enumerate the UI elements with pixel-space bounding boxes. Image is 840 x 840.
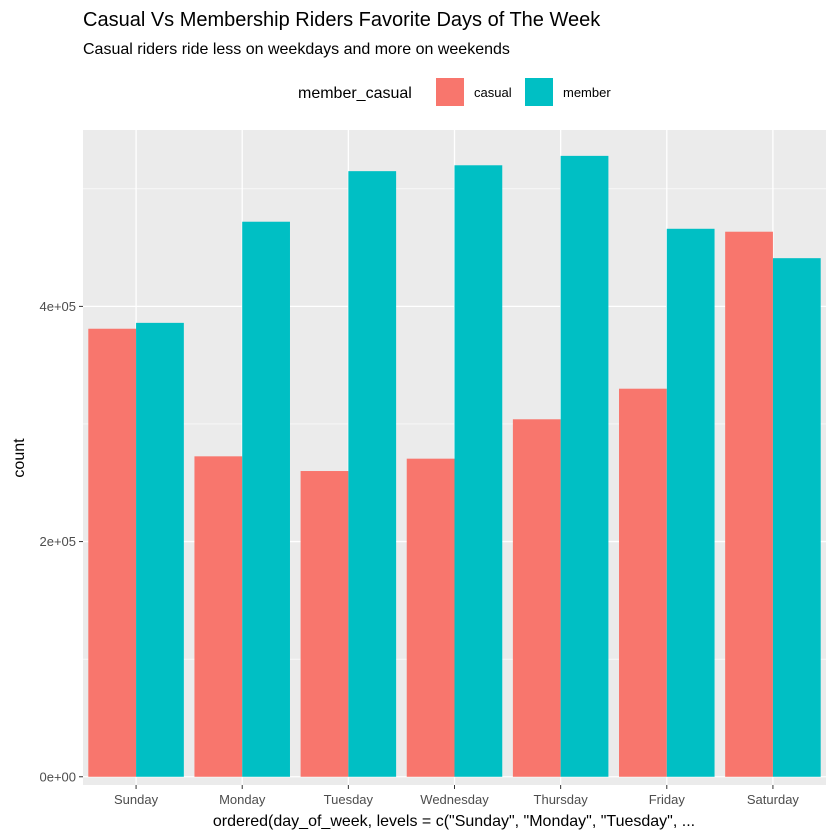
bar-casual-saturday [725,231,773,777]
bar-member-friday [666,228,715,777]
chart-subtitle: Casual riders ride less on weekdays and … [83,41,510,58]
legend-swatch-casual [436,78,464,106]
bar-casual-friday [619,388,667,777]
y-axis: 0e+00 2e+05 4e+05 [39,299,83,784]
bar-member-wednesday [454,165,503,777]
chart-title: Casual Vs Membership Riders Favorite Day… [83,9,601,31]
x-axis: Sunday Monday Tuesday Wednesday Thursday Frid… [114,785,799,807]
bar-member-monday [242,221,290,777]
legend-swatch-member [525,78,553,106]
x-tick-label: Wednesday [420,792,489,807]
x-tick-label: Saturday [747,792,800,807]
bar-casual-monday [194,456,243,777]
legend-label-member: member [563,85,611,100]
y-tick-label: 2e+05 [39,534,76,549]
bar-casual-sunday [88,328,137,777]
legend-title: member_casual [298,85,412,102]
bar-member-thursday [560,155,609,777]
legend-label-casual: casual [474,85,512,100]
x-axis-title: ordered(day_of_week, levels = c("Sunday"… [213,813,695,830]
bar-casual-tuesday [300,471,349,777]
bar-casual-wednesday [406,458,455,777]
y-tick-label: 4e+05 [39,299,76,314]
y-axis-title: count [11,438,28,478]
x-tick-label: Friday [649,792,686,807]
bar-member-saturday [772,258,821,777]
x-tick-label: Sunday [114,792,159,807]
x-tick-label: Thursday [534,792,589,807]
x-tick-label: Monday [219,792,266,807]
x-tick-label: Tuesday [324,792,374,807]
legend: member_casual casual member [298,78,611,106]
bar-member-sunday [136,322,184,777]
bar-member-tuesday [348,171,397,777]
bars [88,155,821,777]
bar-casual-thursday [512,419,561,777]
y-tick-label: 0e+00 [39,769,76,784]
